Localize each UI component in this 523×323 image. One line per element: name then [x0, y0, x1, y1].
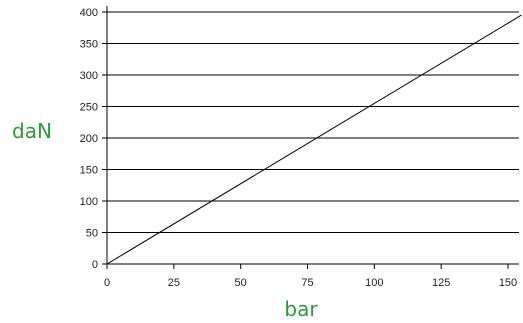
- y-tick-label-150: 150: [80, 165, 98, 177]
- y-tick-label-400: 400: [80, 7, 98, 19]
- x-tick-label-50: 50: [235, 277, 247, 289]
- x-tick-label-100: 100: [365, 277, 383, 289]
- x-axis-title: bar: [284, 297, 318, 321]
- series-line-0: [106, 14, 522, 265]
- x-tick-label-25: 25: [168, 277, 180, 289]
- x-tick-label-75: 75: [301, 277, 313, 289]
- y-tick-label-50: 50: [86, 228, 98, 240]
- axes: [102, 6, 519, 269]
- y-axis-title: daN: [12, 119, 52, 143]
- y-tick-label-250: 250: [80, 102, 98, 114]
- y-tick-labels: 0 50 100 150 200 250 300 350 400: [80, 7, 98, 271]
- y-tick-label-0: 0: [92, 259, 98, 271]
- y-tick-label-100: 100: [80, 196, 98, 208]
- gridlines: [107, 11, 519, 233]
- x-tick-label-125: 125: [432, 277, 450, 289]
- x-tick-labels: 0 25 50 75 100 125 150: [104, 277, 517, 289]
- y-tick-label-350: 350: [80, 39, 98, 51]
- y-tick-label-300: 300: [80, 70, 98, 82]
- y-tick-label-200: 200: [80, 133, 98, 145]
- x-tick-label-0: 0: [104, 277, 110, 289]
- series-group: [106, 14, 522, 265]
- x-tick-label-150: 150: [499, 277, 517, 289]
